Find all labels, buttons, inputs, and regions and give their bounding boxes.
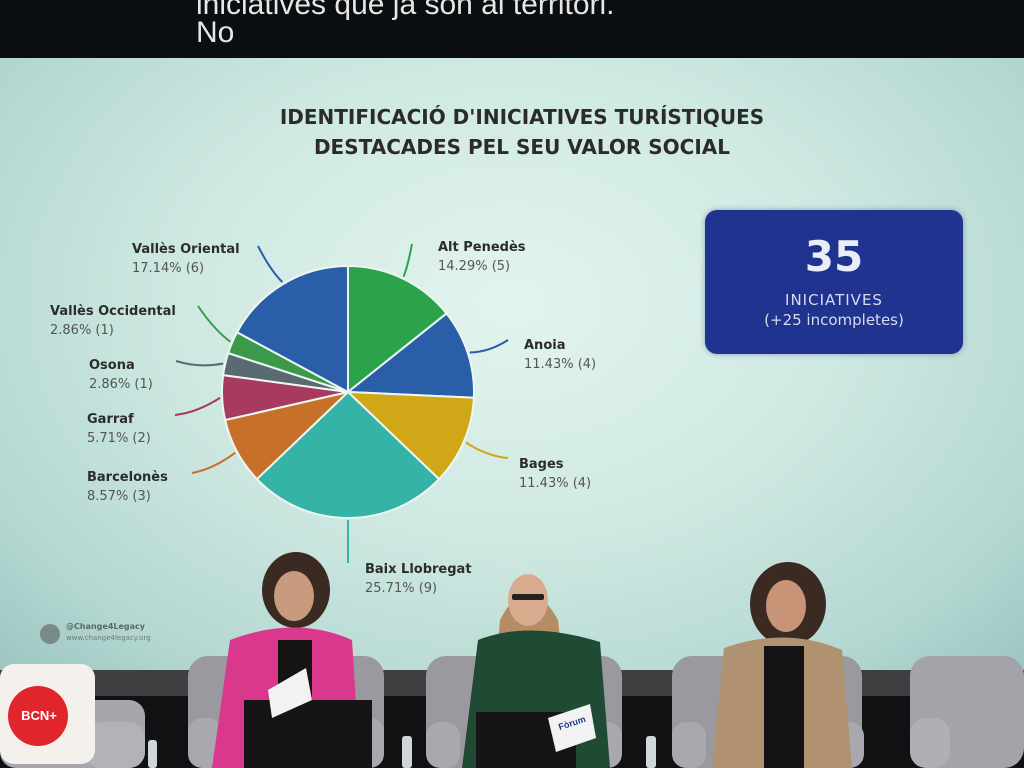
footer-handle: @Change4Legacy — [66, 622, 145, 631]
label-osona: Osona 2.86% (1) — [89, 356, 153, 394]
caption-bar: iniciatives que ja són al territori. No — [0, 0, 1024, 58]
label-osona-value: 2.86% (1) — [89, 377, 153, 392]
initiatives-stat-box: 35 INICIATIVES (+25 incompletes) — [705, 210, 963, 354]
leader-line-vall-s-occidental — [197, 305, 231, 343]
label-bages-name: Bages — [519, 457, 564, 472]
label-valles-occidental-value: 2.86% (1) — [50, 323, 114, 338]
label-valles-occidental-name: Vallès Occidental — [50, 304, 176, 319]
label-anoia-value: 11.43% (4) — [524, 357, 597, 372]
label-garraf-value: 5.71% (2) — [87, 431, 151, 446]
label-anoia-name: Anoia — [524, 338, 566, 353]
pie-slices — [221, 264, 475, 519]
label-baix-llobregat-value: 25.71% (9) — [365, 581, 438, 596]
stage-edge — [0, 670, 1024, 696]
label-bages-value: 11.43% (4) — [519, 476, 592, 491]
caption-line-1: iniciatives que ja són al territori. — [196, 0, 615, 21]
label-valles-oriental-value: 17.14% (6) — [132, 261, 205, 276]
projection-slide: IDENTIFICACIÓ D'INICIATIVES TURÍSTIQUES … — [0, 58, 1024, 670]
stat-label: INICIATIVES — [785, 291, 883, 309]
label-valles-oriental-name: Vallès Oriental — [132, 242, 240, 257]
label-bages: Bages 11.43% (4) — [519, 455, 591, 493]
label-alt-penedes: Alt Penedès 14.29% (5) — [438, 238, 526, 276]
stage-floor — [0, 696, 1024, 768]
label-osona-name: Osona — [89, 358, 135, 373]
pie-chart — [174, 243, 509, 564]
label-alt-penedes-name: Alt Penedès — [438, 240, 526, 255]
slide-title: IDENTIFICACIÓ D'INICIATIVES TURÍSTIQUES … — [222, 102, 822, 162]
stat-sublabel: (+25 incompletes) — [764, 311, 904, 329]
label-barcelones-name: Barcelonès — [87, 470, 168, 485]
stat-number: 35 — [804, 232, 864, 281]
footer-url: www.change4legacy.org — [66, 634, 151, 642]
label-valles-occidental: Vallès Occidental 2.86% (1) — [50, 302, 176, 340]
label-valles-oriental: Vallès Oriental 17.14% (6) — [132, 240, 240, 278]
leader-lines — [174, 243, 509, 564]
leader-line-alt-pened-s — [402, 243, 413, 278]
label-garraf-name: Garraf — [87, 412, 134, 427]
label-baix-llobregat-name: Baix Llobregat — [365, 562, 472, 577]
label-barcelones: Barcelonès 8.57% (3) — [87, 468, 168, 506]
pie-slice-baix-llobregat — [255, 390, 441, 519]
footer-logo: @Change4Legacy www.change4legacy.org — [40, 620, 160, 650]
caption-line-2: No — [196, 16, 235, 49]
globe-icon — [40, 624, 60, 644]
pie-slice-alt-pened-s — [347, 264, 448, 395]
label-alt-penedes-value: 14.29% (5) — [438, 259, 511, 274]
pie-slice-bages — [345, 390, 475, 481]
leader-line-garraf — [174, 396, 221, 416]
pie-slice-vall-s-oriental — [235, 264, 349, 394]
leader-line-vall-s-oriental — [257, 245, 284, 283]
pie-slice-anoia — [345, 312, 475, 399]
slide-title-line-1: IDENTIFICACIÓ D'INICIATIVES TURÍSTIQUES — [279, 105, 765, 129]
leader-line-bages — [465, 441, 509, 459]
bcn-cushion-logo: BCN+ — [21, 708, 57, 723]
label-anoia: Anoia 11.43% (4) — [524, 336, 596, 374]
slide-title-line-2: DESTACADES PEL SEU VALOR SOCIAL — [313, 135, 731, 159]
leader-line-barcelon-s — [191, 451, 236, 474]
label-barcelones-value: 8.57% (3) — [87, 489, 151, 504]
label-baix-llobregat: Baix Llobregat 25.71% (9) — [365, 560, 472, 598]
label-garraf: Garraf 5.71% (2) — [87, 410, 151, 448]
leader-line-anoia — [469, 339, 509, 354]
leader-line-osona — [175, 360, 224, 367]
